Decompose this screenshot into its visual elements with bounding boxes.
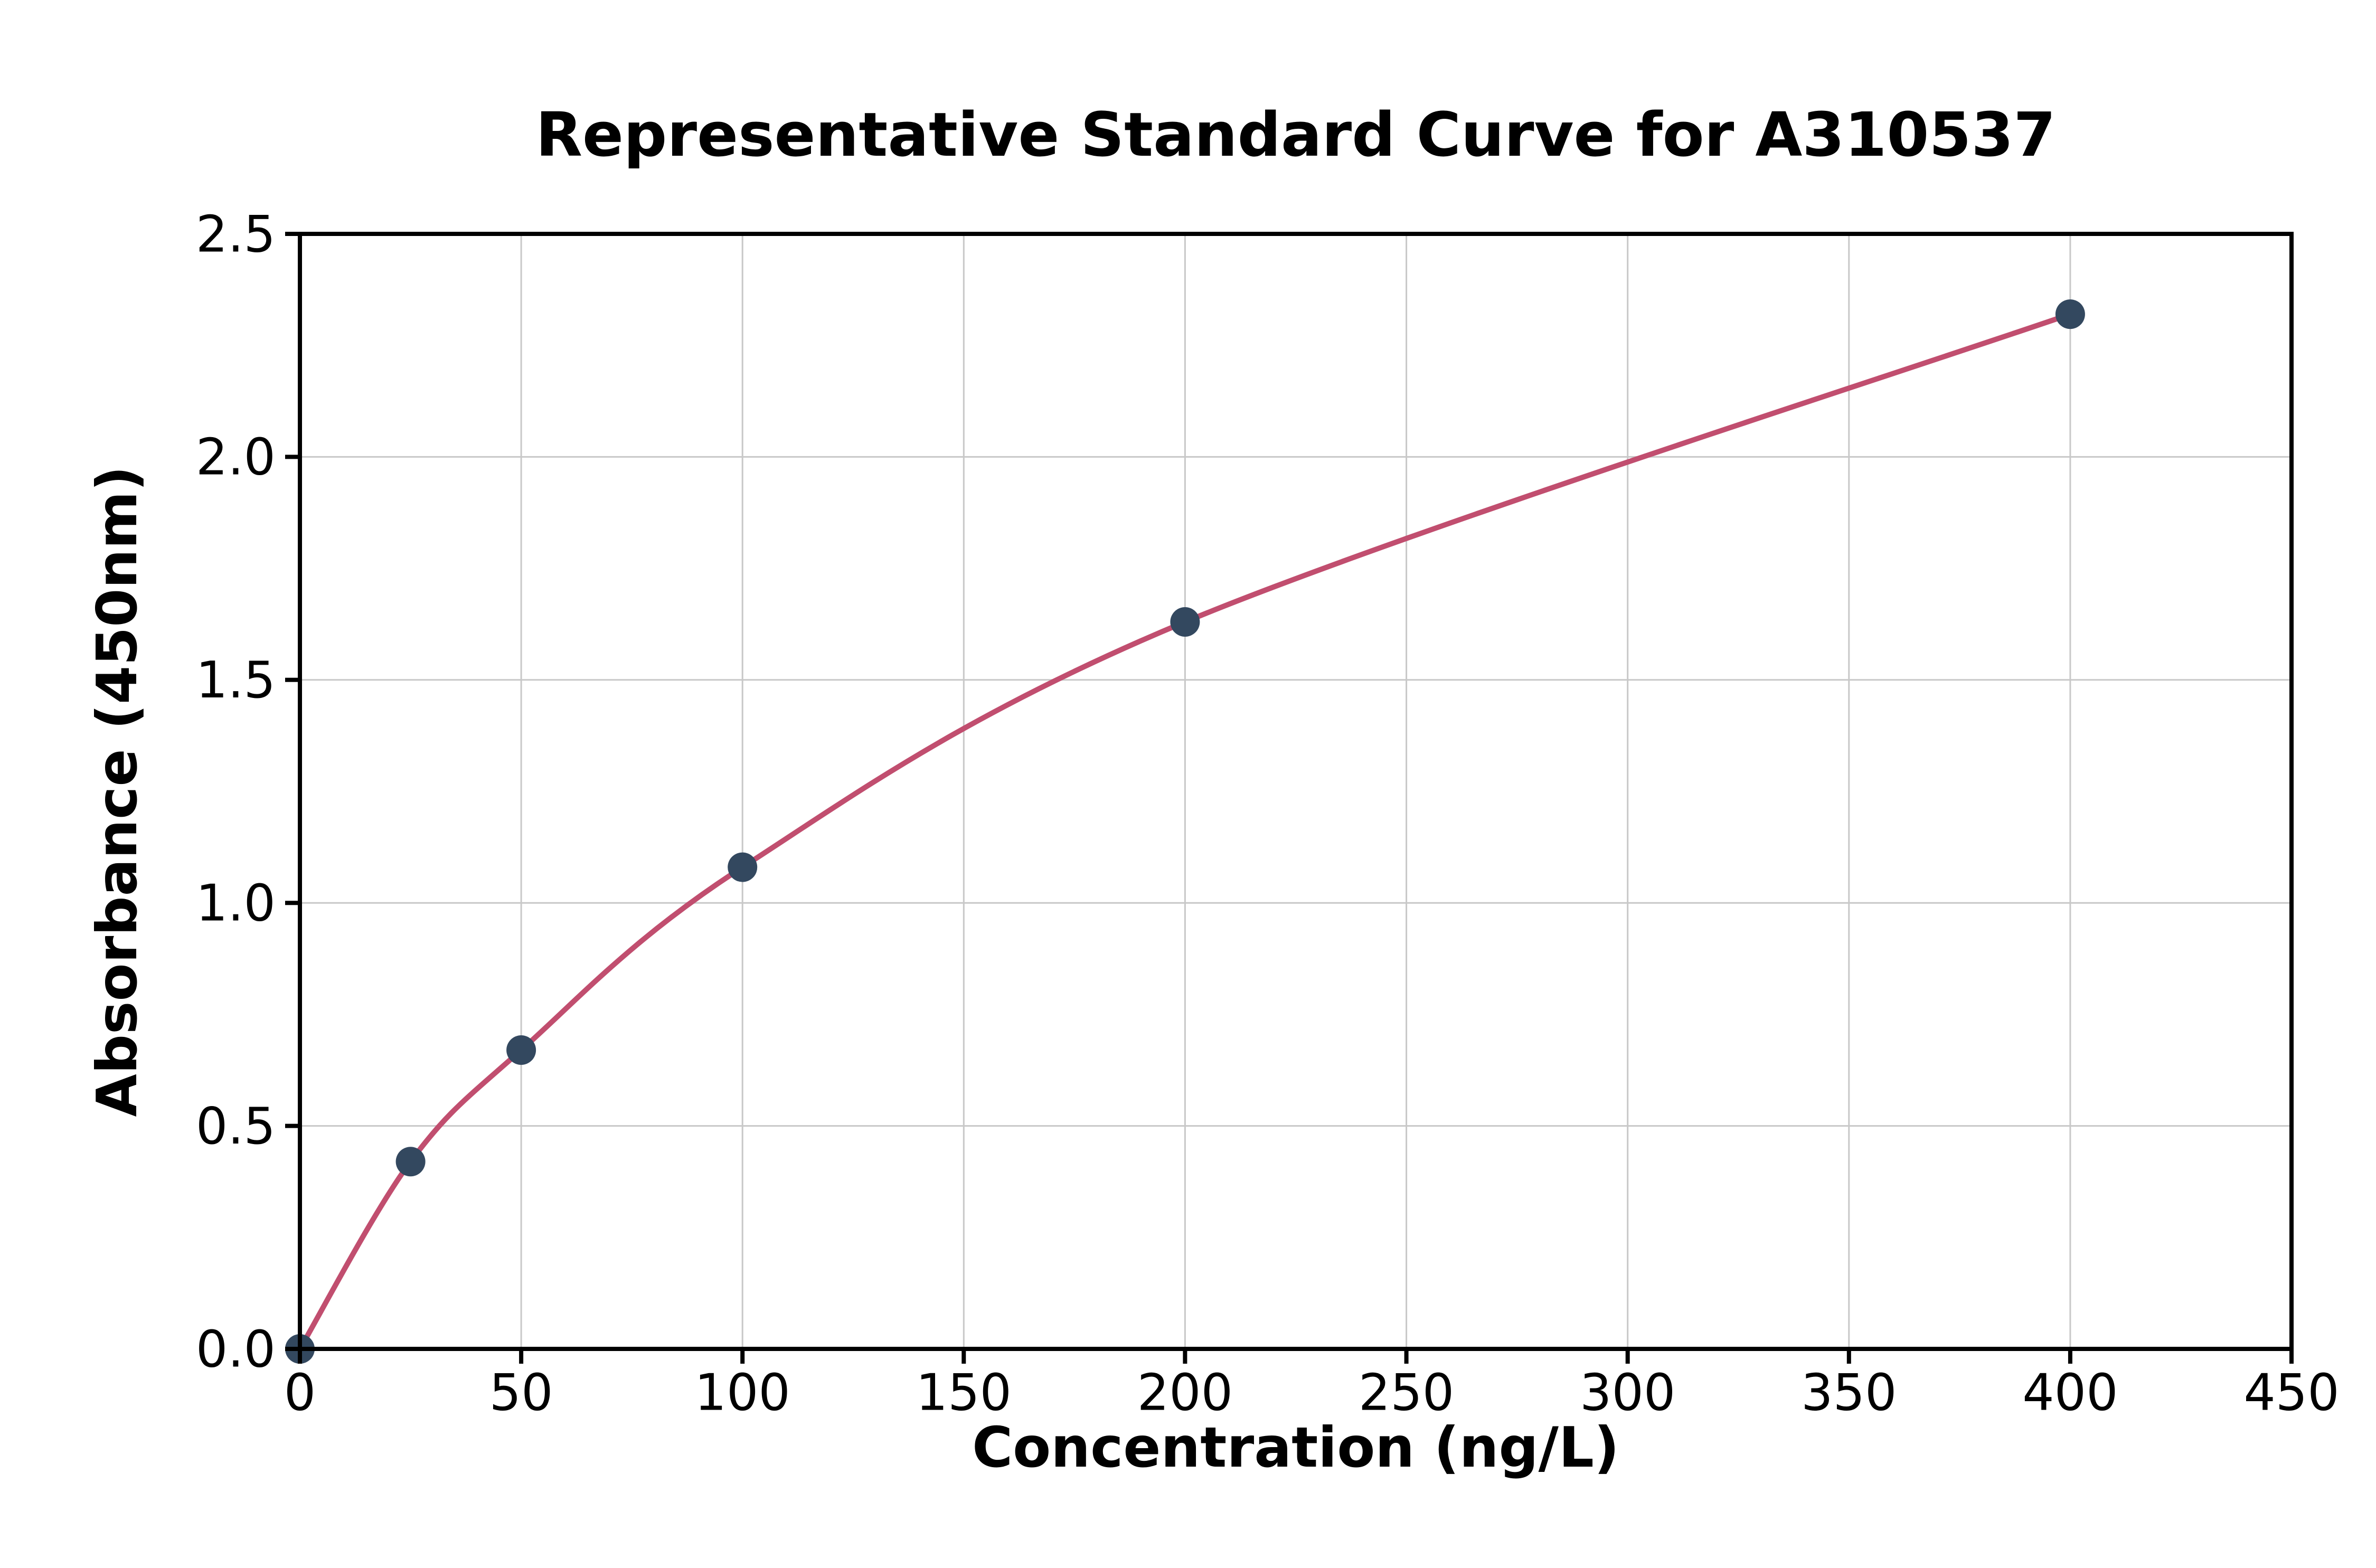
y-axis-label: Absorbance (450nm)	[85, 466, 149, 1117]
x-tick-label: 50	[489, 1364, 553, 1422]
x-tick-label: 400	[2022, 1364, 2118, 1422]
x-tick-label: 150	[916, 1364, 1012, 1422]
data-point-marker	[728, 852, 758, 882]
x-tick-label: 350	[1801, 1364, 1897, 1422]
x-axis-label: Concentration (ng/L)	[972, 1415, 1619, 1480]
x-tick-label: 0	[284, 1364, 316, 1422]
axes-spine	[298, 232, 2294, 1351]
x-tick-label: 200	[1137, 1364, 1233, 1422]
y-tick-label: 2.0	[196, 429, 276, 487]
y-tick-label: 1.5	[196, 651, 276, 710]
x-tick-label: 300	[1580, 1364, 1675, 1422]
data-point-marker	[1170, 607, 1200, 637]
x-tick-label: 450	[2243, 1364, 2339, 1422]
x-tick-label: 100	[695, 1364, 790, 1422]
y-tick-label: 0.0	[196, 1320, 276, 1378]
y-tick-label: 0.5	[196, 1098, 276, 1156]
x-tick-label: 250	[1359, 1364, 1454, 1422]
y-tick-label: 2.5	[196, 205, 276, 263]
y-tick-label: 1.0	[196, 874, 276, 932]
chart-title: Representative Standard Curve for A31053…	[535, 100, 2056, 171]
data-point-marker	[2055, 299, 2085, 329]
data-point-marker	[506, 1035, 536, 1065]
data-point-marker	[395, 1147, 426, 1177]
